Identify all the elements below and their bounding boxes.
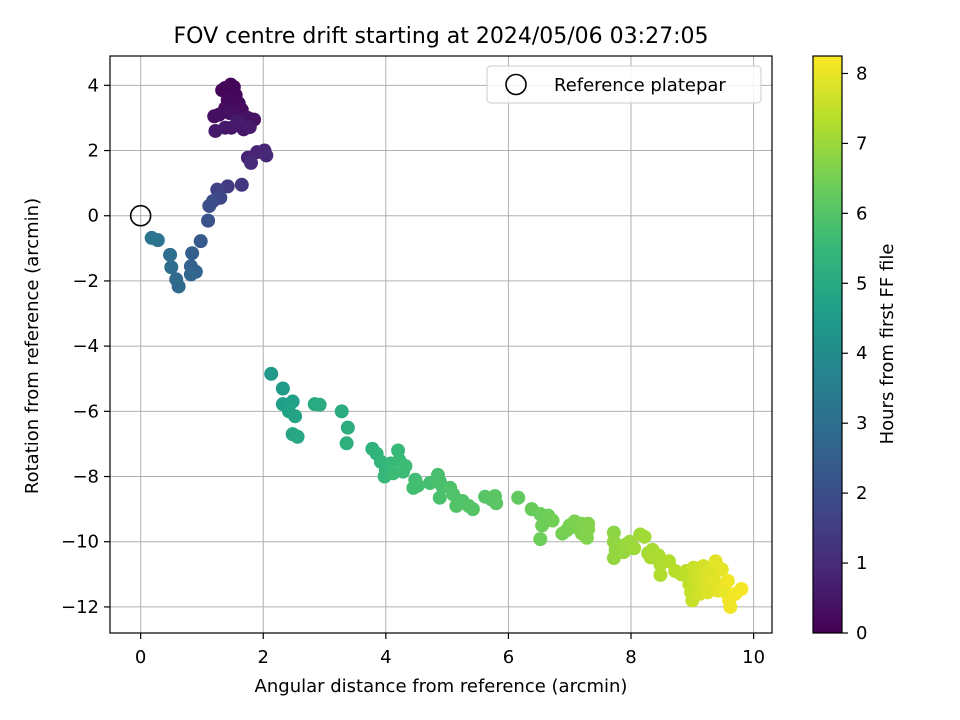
colorbar-tick-label: 7 <box>856 133 867 154</box>
data-point <box>653 567 668 582</box>
data-points <box>144 77 749 614</box>
colorbar-tick-label: 3 <box>856 413 867 434</box>
data-point <box>734 581 749 596</box>
colorbar-frame <box>812 55 843 634</box>
axis-ticks: 0 2 4 6 8 10 4 2 0 −2 −4 −6 −8 −10 −12 <box>61 75 765 668</box>
y-tick-label: −6 <box>72 401 99 422</box>
x-tick-label: 4 <box>380 647 391 668</box>
data-point <box>723 599 738 614</box>
data-point <box>201 213 216 228</box>
colorbar-tick-label: 1 <box>856 553 867 574</box>
data-point <box>398 459 413 474</box>
data-point <box>637 529 652 544</box>
data-point <box>627 541 642 556</box>
data-point <box>511 490 526 505</box>
x-tick-label: 0 <box>135 647 146 668</box>
y-tick-label: −8 <box>72 467 99 488</box>
legend-box <box>486 65 762 104</box>
data-point <box>290 429 305 444</box>
data-point <box>230 114 245 129</box>
data-point <box>242 120 257 135</box>
x-tick-label: 8 <box>625 647 636 668</box>
data-point <box>193 234 208 249</box>
legend: Reference platepar <box>486 65 762 104</box>
data-point <box>264 366 279 381</box>
colorbar-label: Hours from first FF file <box>877 244 898 445</box>
data-point <box>714 562 729 577</box>
data-point <box>163 247 178 262</box>
data-point <box>489 496 504 511</box>
data-point <box>465 502 480 517</box>
data-point <box>243 155 258 170</box>
data-point <box>340 420 355 435</box>
data-point <box>288 409 303 424</box>
y-tick-label: 0 <box>88 206 99 227</box>
legend-marker <box>505 73 527 96</box>
data-point <box>207 109 222 124</box>
legend-label: Reference platepar <box>554 75 726 96</box>
chart-title: FOV centre drift starting at 2024/05/06 … <box>174 24 709 49</box>
data-point <box>208 123 223 138</box>
grid <box>110 56 772 633</box>
data-point <box>339 436 354 451</box>
x-tick-label: 10 <box>742 647 765 668</box>
x-tick-label: 2 <box>258 647 269 668</box>
data-point <box>275 381 290 396</box>
data-point <box>720 573 735 588</box>
colorbar <box>813 56 842 633</box>
colorbar-tick-label: 0 <box>856 623 867 644</box>
data-point <box>432 490 447 505</box>
y-tick-label: −4 <box>72 336 99 357</box>
y-tick-label: −10 <box>61 532 99 553</box>
y-tick-label: 2 <box>88 141 99 162</box>
data-point <box>183 267 198 282</box>
y-tick-label: −2 <box>72 271 99 292</box>
data-point <box>533 532 548 547</box>
x-tick-label: 6 <box>503 647 514 668</box>
x-axis-label: Angular distance from reference (arcmin) <box>255 676 628 697</box>
data-point <box>169 272 184 287</box>
y-axis-label: Rotation from reference (arcmin) <box>22 198 43 494</box>
colorbar-tick-label: 2 <box>856 483 867 504</box>
reference-point-marker <box>129 204 152 227</box>
plot-frame <box>109 55 773 634</box>
data-point <box>334 404 349 419</box>
data-point <box>410 478 425 493</box>
data-point <box>581 522 596 537</box>
data-point <box>312 397 327 412</box>
data-point <box>449 498 464 513</box>
data-point <box>545 513 560 528</box>
colorbar-tick-label: 4 <box>856 343 867 364</box>
colorbar-ticks: 0 1 2 3 4 5 6 7 8 <box>842 63 867 644</box>
y-tick-label: −12 <box>61 597 99 618</box>
data-point <box>185 246 200 261</box>
data-point <box>234 177 249 192</box>
data-point <box>202 198 217 213</box>
colorbar-tick-label: 8 <box>856 63 867 84</box>
colorbar-tick-label: 5 <box>856 273 867 294</box>
data-point <box>259 148 274 163</box>
colorbar-tick-label: 6 <box>856 203 867 224</box>
y-tick-label: 4 <box>88 75 99 96</box>
data-point <box>164 260 179 275</box>
data-point <box>144 230 159 245</box>
